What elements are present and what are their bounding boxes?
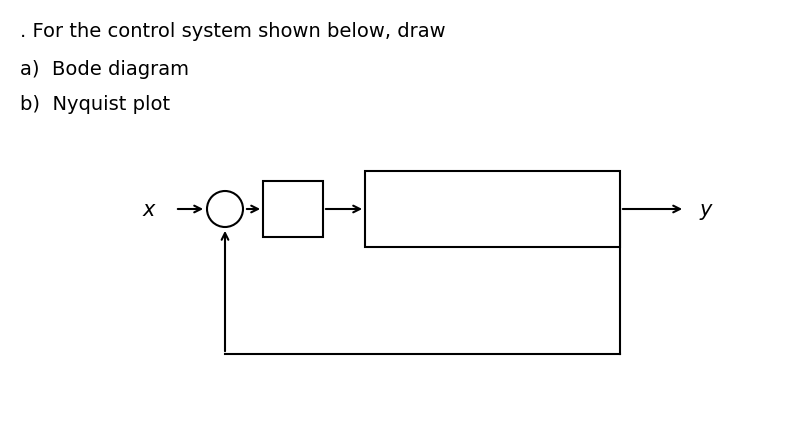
Text: y: y <box>700 199 712 219</box>
Text: 24: 24 <box>280 199 306 219</box>
Bar <box>263 181 323 237</box>
Text: a)  Bode diagram: a) Bode diagram <box>20 60 189 79</box>
Text: x: x <box>142 199 155 219</box>
Text: . For the control system shown below, draw: . For the control system shown below, dr… <box>20 22 446 41</box>
Bar <box>365 172 620 248</box>
Text: 80: 80 <box>479 187 506 207</box>
Text: b)  Nyquist plot: b) Nyquist plot <box>20 95 170 114</box>
Text: s(s + 2)(s + 10): s(s + 2)(s + 10) <box>414 222 570 241</box>
